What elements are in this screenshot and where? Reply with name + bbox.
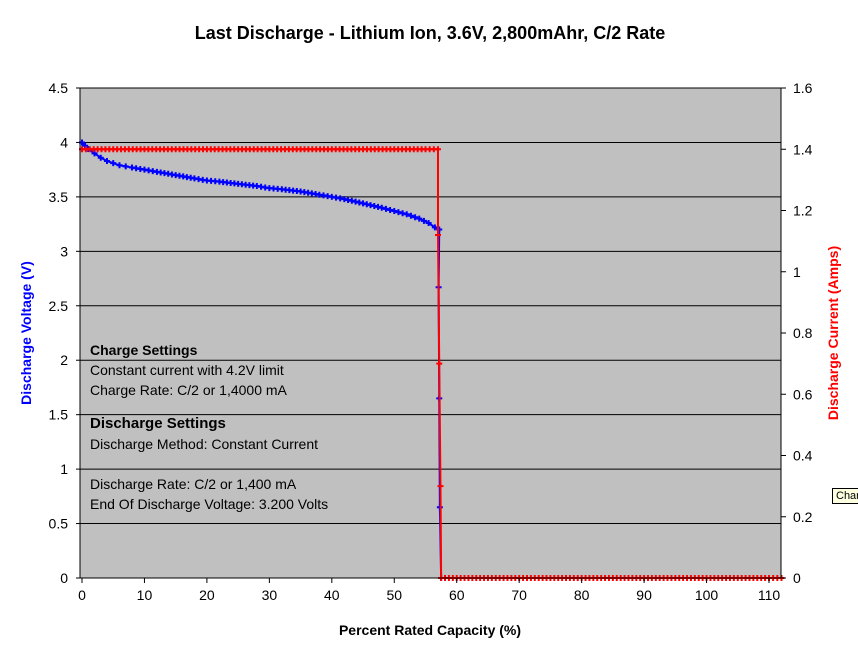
x-tick-label: 10	[137, 587, 153, 603]
plot-area[interactable]	[79, 87, 782, 579]
voltage-data-point	[395, 209, 402, 216]
x-tick-label: 0	[78, 587, 86, 603]
x-tick-label: 90	[636, 587, 652, 603]
y2-tick-label: 0.6	[793, 386, 813, 402]
discharge-line: End Of Discharge Voltage: 3.200 Volts	[90, 496, 329, 512]
y-tick-label: 0.5	[49, 516, 69, 532]
discharge-line: Discharge Method: Constant Current	[90, 436, 318, 452]
voltage-data-point	[399, 210, 406, 217]
y-tick-label: 3.5	[49, 189, 69, 205]
y2-tick-label: 1	[793, 264, 801, 280]
y2-tick-label: 0.8	[793, 325, 813, 341]
x-tick-label: 30	[262, 587, 278, 603]
discharge-heading: Discharge Settings	[90, 415, 226, 432]
charge-line: Charge Rate: C/2 or 1,4000 mA	[90, 382, 287, 398]
voltage-data-point	[97, 154, 104, 161]
y-tick-label: 3	[60, 243, 68, 259]
voltage-data-point	[391, 208, 398, 215]
x-tick-label: 40	[324, 587, 340, 603]
voltage-data-point	[110, 160, 117, 167]
voltage-data-point	[382, 205, 389, 212]
voltage-data-point	[387, 206, 394, 213]
voltage-data-point	[412, 214, 419, 221]
y-tick-label: 2.5	[49, 298, 69, 314]
current-data-point	[436, 360, 443, 367]
voltage-data-point	[103, 157, 110, 164]
voltage-data-point	[425, 220, 432, 227]
y2-tick-label: 1.6	[793, 80, 813, 96]
current-data-point	[434, 146, 441, 153]
y-tick-label: 0	[60, 570, 68, 586]
y2-tick-label: 1.2	[793, 203, 813, 219]
chart-title: Last Discharge - Lithium Ion, 3.6V, 2,80…	[195, 23, 666, 43]
settings-annotation: Charge Settings Constant current with 4.…	[90, 340, 328, 514]
voltage-data-point	[407, 212, 414, 219]
x-tick-label: 80	[574, 587, 590, 603]
y2-tick-label: 1.4	[793, 141, 813, 157]
y-tick-label: 2	[60, 352, 68, 368]
y-tick-label: 1.5	[49, 407, 69, 423]
voltage-data-point	[116, 162, 123, 169]
x-tick-label: 60	[449, 587, 465, 603]
charge-line: Constant current with 4.2V limit	[90, 362, 284, 378]
x-tick-label: 110	[758, 587, 781, 603]
tooltip: Char	[832, 488, 858, 504]
y2-tick-label: 0.2	[793, 509, 813, 525]
voltage-data-point	[420, 217, 427, 224]
y2-axis-label: Discharge Current (Amps)	[825, 246, 841, 420]
y-tick-label: 1	[60, 461, 68, 477]
voltage-data-point	[416, 215, 423, 222]
current-data-point	[434, 232, 441, 238]
voltage-data-point	[378, 204, 385, 211]
voltage-data-point	[122, 163, 129, 170]
x-tick-label: 50	[386, 587, 402, 603]
charge-heading: Charge Settings	[90, 342, 198, 358]
voltage-data-point	[431, 224, 438, 231]
x-axis-label: Percent Rated Capacity (%)	[339, 622, 521, 638]
y2-tick-label: 0.4	[793, 448, 813, 464]
x-tick-label: 20	[199, 587, 215, 603]
y2-tick-label: 0	[793, 570, 801, 586]
voltage-data-point	[403, 211, 410, 218]
y-tick-label: 4.5	[49, 80, 69, 96]
y-axis-label: Discharge Voltage (V)	[18, 261, 34, 405]
x-tick-label: 70	[511, 587, 527, 603]
x-tick-label: 100	[695, 587, 719, 603]
y-tick-label: 4	[60, 134, 68, 150]
current-data-point	[437, 483, 444, 490]
discharge-line: Discharge Rate: C/2 or 1,400 mA	[90, 476, 297, 492]
